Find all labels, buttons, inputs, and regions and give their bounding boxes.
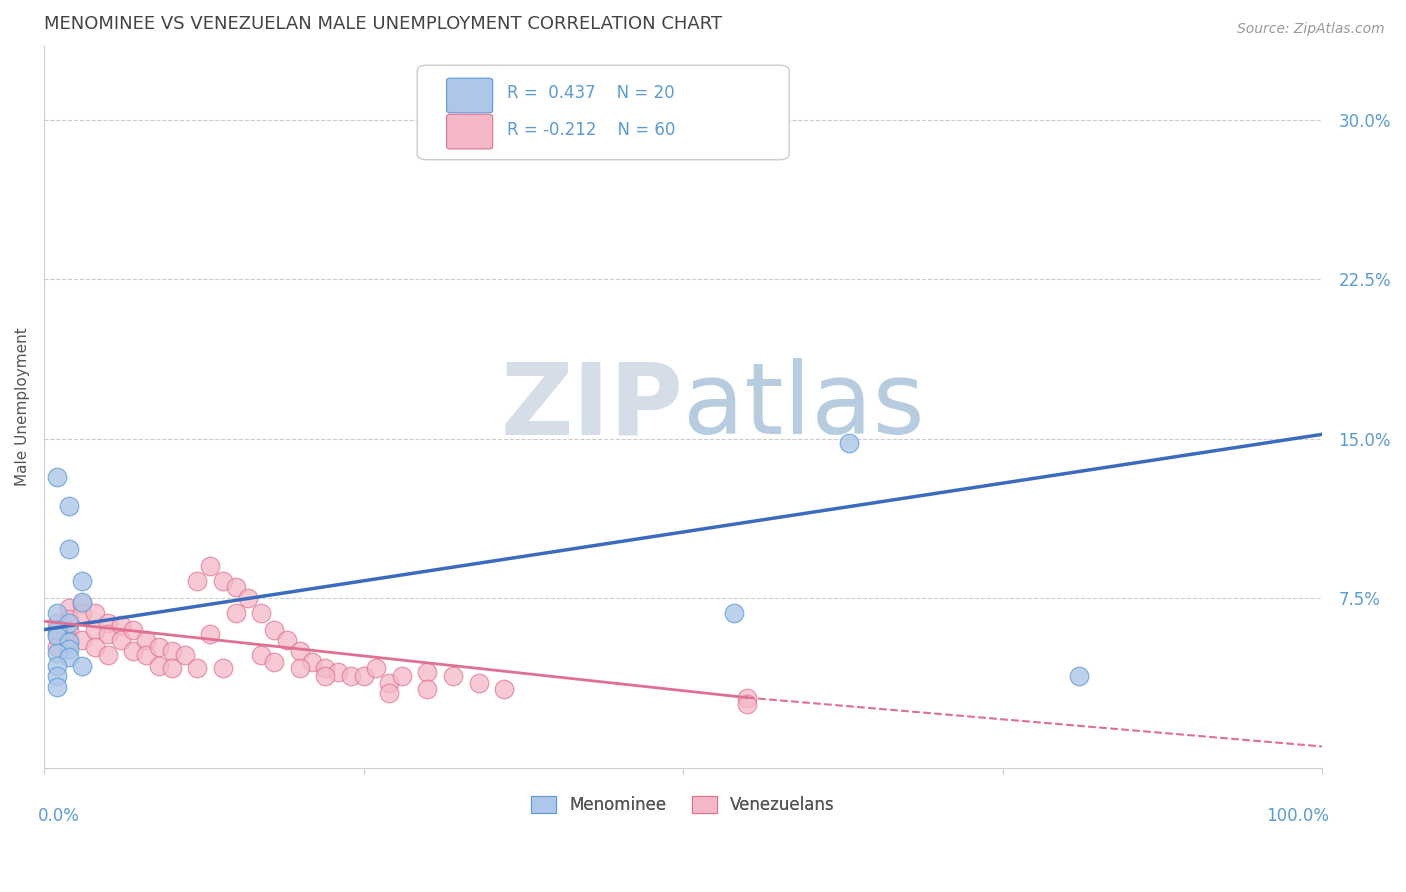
- Point: [84, 623, 107, 637]
- Point: [735, 690, 758, 705]
- Text: 100.0%: 100.0%: [1265, 807, 1329, 825]
- Point: [225, 580, 247, 594]
- Point: [45, 616, 67, 631]
- Point: [250, 648, 273, 662]
- Text: 0.0%: 0.0%: [38, 807, 79, 825]
- FancyBboxPatch shape: [447, 78, 492, 112]
- Point: [58, 541, 80, 556]
- Point: [416, 665, 439, 680]
- Point: [58, 641, 80, 656]
- Point: [70, 595, 93, 609]
- Point: [326, 665, 349, 680]
- Point: [173, 648, 195, 662]
- Point: [198, 558, 221, 573]
- Point: [122, 644, 145, 658]
- Point: [84, 640, 107, 654]
- Point: [58, 616, 80, 631]
- Point: [339, 669, 361, 683]
- Point: [45, 629, 67, 643]
- Text: R =  0.437    N = 20: R = 0.437 N = 20: [506, 84, 675, 102]
- Point: [45, 669, 67, 683]
- Point: [58, 633, 80, 648]
- Point: [45, 646, 67, 660]
- Point: [135, 648, 157, 662]
- Point: [110, 618, 132, 632]
- Point: [58, 635, 80, 649]
- Point: [58, 500, 80, 514]
- Point: [160, 644, 183, 658]
- Point: [238, 591, 260, 605]
- Point: [97, 616, 120, 631]
- Text: R = -0.212    N = 60: R = -0.212 N = 60: [506, 121, 675, 139]
- Point: [1069, 669, 1091, 683]
- Text: Source: ZipAtlas.com: Source: ZipAtlas.com: [1237, 22, 1385, 37]
- Point: [225, 606, 247, 620]
- Point: [58, 612, 80, 626]
- Point: [276, 633, 298, 648]
- FancyBboxPatch shape: [418, 65, 789, 160]
- Point: [58, 623, 80, 637]
- Point: [467, 675, 489, 690]
- Point: [45, 469, 67, 483]
- Point: [186, 574, 208, 588]
- Point: [122, 623, 145, 637]
- Point: [391, 669, 413, 683]
- Point: [441, 669, 464, 683]
- Point: [378, 675, 401, 690]
- FancyBboxPatch shape: [447, 114, 492, 149]
- Point: [70, 597, 93, 611]
- Text: ZIP: ZIP: [501, 359, 683, 455]
- Point: [353, 669, 375, 683]
- Point: [148, 658, 170, 673]
- Point: [45, 658, 67, 673]
- Point: [45, 606, 67, 620]
- Point: [45, 627, 67, 641]
- Point: [58, 650, 80, 665]
- Point: [263, 655, 285, 669]
- Point: [110, 633, 132, 648]
- Point: [212, 574, 235, 588]
- Point: [84, 606, 107, 620]
- Point: [735, 697, 758, 711]
- Point: [378, 686, 401, 700]
- Point: [135, 633, 157, 648]
- Point: [45, 680, 67, 694]
- Point: [97, 648, 120, 662]
- Text: atlas: atlas: [683, 359, 925, 455]
- Point: [70, 658, 93, 673]
- Point: [314, 661, 336, 675]
- Point: [45, 640, 67, 654]
- Point: [366, 661, 388, 675]
- Point: [70, 633, 93, 648]
- Point: [160, 661, 183, 675]
- Point: [45, 623, 67, 637]
- Point: [198, 627, 221, 641]
- Point: [250, 606, 273, 620]
- Point: [186, 661, 208, 675]
- Point: [838, 435, 860, 450]
- Point: [494, 682, 516, 697]
- Point: [723, 606, 745, 620]
- Point: [314, 669, 336, 683]
- Point: [148, 640, 170, 654]
- Point: [288, 661, 311, 675]
- Point: [416, 682, 439, 697]
- Point: [58, 601, 80, 615]
- Point: [212, 661, 235, 675]
- Legend: Menominee, Venezuelans: Menominee, Venezuelans: [524, 789, 842, 821]
- Point: [301, 655, 323, 669]
- Point: [288, 644, 311, 658]
- Y-axis label: Male Unemployment: Male Unemployment: [15, 327, 30, 486]
- Point: [70, 606, 93, 620]
- Point: [97, 627, 120, 641]
- Text: MENOMINEE VS VENEZUELAN MALE UNEMPLOYMENT CORRELATION CHART: MENOMINEE VS VENEZUELAN MALE UNEMPLOYMEN…: [44, 15, 723, 33]
- Point: [70, 574, 93, 588]
- Point: [263, 623, 285, 637]
